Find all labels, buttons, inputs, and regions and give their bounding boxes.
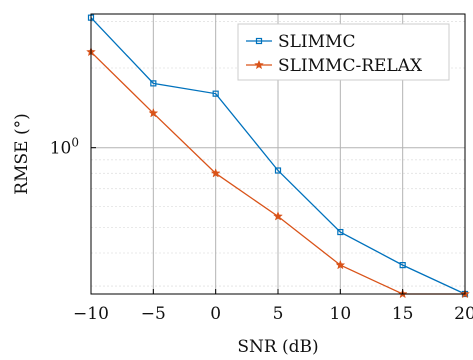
- legend-label: SLIMMC: [278, 32, 355, 52]
- x-tick-label: −5: [141, 304, 166, 324]
- x-tick-label: 15: [392, 304, 414, 324]
- x-tick-label: 20: [454, 304, 473, 324]
- data-point: [337, 228, 344, 236]
- data-point: [150, 80, 157, 87]
- x-axis-label: SNR (dB): [237, 337, 318, 357]
- legend-item-2: SLIMMC-RELAX: [246, 56, 423, 76]
- y-tick-label: 100: [50, 136, 79, 159]
- tick-labels: −10 −5 0 5 10 15 20 100: [50, 136, 473, 324]
- data-point: [212, 90, 219, 97]
- data-point: [335, 259, 346, 270]
- legend-box: [237, 23, 450, 81]
- data-point: [210, 168, 221, 178]
- series-line: [90, 17, 466, 295]
- data-point: [148, 107, 159, 118]
- legend-marker: [254, 59, 264, 70]
- data-point: [273, 211, 283, 221]
- x-tick-label: 0: [210, 304, 221, 324]
- x-tick-label: −10: [73, 304, 109, 324]
- data-point: [274, 167, 282, 174]
- legend-item-1: SLIMMC: [246, 32, 355, 52]
- x-tick-label: 5: [273, 304, 284, 324]
- y-axis-label: RMSE (°): [12, 113, 32, 194]
- data-point: [399, 262, 406, 269]
- legend: SLIMMC SLIMMC-RELAX: [237, 23, 450, 81]
- legend-marker: [255, 37, 263, 45]
- legend-label: SLIMMC-RELAX: [278, 56, 423, 76]
- x-tick-label: 10: [330, 304, 352, 324]
